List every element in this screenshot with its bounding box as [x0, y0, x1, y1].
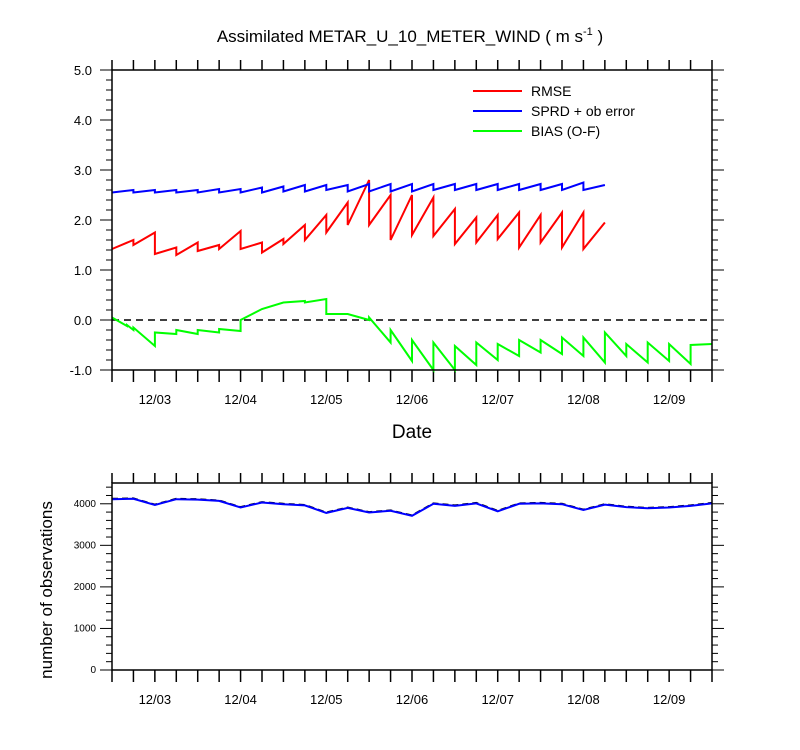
y-tick-label: 3.0	[74, 163, 92, 178]
x-tick-label: 12/08	[567, 392, 600, 407]
series-line-used	[111, 497, 713, 517]
x-tick-label: 12/08	[567, 692, 600, 707]
x-tick-label: 12/03	[139, 692, 172, 707]
x-tick-label: 12/06	[396, 392, 429, 407]
bottom-series	[111, 497, 713, 517]
series-line-bias-o-f	[111, 297, 713, 374]
x-tick-label: 12/04	[224, 392, 257, 407]
y-tick-label: 0.0	[74, 313, 92, 328]
series-line-sprd-ob-error	[111, 181, 606, 194]
bottom-ticks: 12/03 12/04 12/05 12/06 12/07 12/08 12/09 0 1000…	[74, 473, 724, 707]
y-tick-label: 1.0	[74, 263, 92, 278]
x-tick-label: 12/07	[481, 392, 514, 407]
chart-title: Assimilated METAR_U_10_METER_WIND ( m s-…	[217, 26, 603, 46]
y-tick-label: 0	[90, 665, 96, 676]
y-tick-label: 4000	[74, 499, 97, 510]
x-axis-title: Date	[392, 422, 432, 443]
y-axis-title-bottom: number of observations	[37, 501, 56, 679]
y-tick-label: 1000	[74, 623, 97, 634]
x-tick-label: 12/03	[139, 392, 172, 407]
y-tick-label: 5.0	[74, 63, 92, 78]
top-series	[111, 179, 713, 374]
y-tick-label: -1.0	[70, 363, 92, 378]
legend-label: RMSE	[531, 83, 571, 99]
x-tick-label: 12/06	[396, 692, 429, 707]
y-tick-label: 2000	[74, 582, 97, 593]
chart-title-tail: )	[593, 27, 603, 46]
x-tick-label: 12/09	[653, 392, 686, 407]
top-ticks: 12/03 12/04 12/05 12/06 12/07 12/08 12/09 -1.0 0…	[70, 60, 724, 407]
top-plot-frame	[111, 69, 713, 371]
chart-title-superscript: -1	[583, 26, 593, 38]
legend: RMSE SPRD + ob error BIAS (O-F)	[473, 83, 635, 139]
top-panel: 12/03 12/04 12/05 12/06 12/07 12/08 12/09 -1.0 0…	[70, 60, 724, 407]
x-tick-label: 12/05	[310, 392, 343, 407]
chart-title-main: Assimilated METAR_U_10_METER_WIND ( m s	[217, 27, 583, 46]
x-tick-label: 12/04	[224, 692, 257, 707]
legend-label: SPRD + ob error	[531, 103, 635, 119]
legend-label: BIAS (O-F)	[531, 123, 600, 139]
y-tick-label: 2.0	[74, 213, 92, 228]
bottom-panel: 12/03 12/04 12/05 12/06 12/07 12/08 12/09 0 1000…	[74, 473, 724, 707]
y-tick-label: 4.0	[74, 113, 92, 128]
x-tick-label: 12/09	[653, 692, 686, 707]
series-line-rmse	[111, 179, 606, 257]
bottom-plot-frame	[111, 482, 713, 671]
x-tick-label: 12/05	[310, 692, 343, 707]
y-tick-label: 3000	[74, 540, 97, 551]
x-tick-label: 12/07	[481, 692, 514, 707]
